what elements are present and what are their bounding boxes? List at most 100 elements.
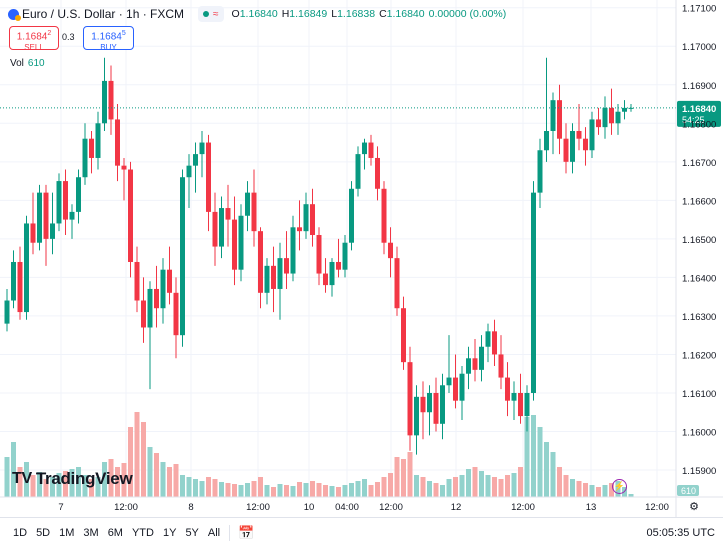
- candle-body: [570, 130, 575, 162]
- candle-body: [446, 377, 452, 386]
- candle-body: [492, 331, 497, 355]
- candle-body: [589, 119, 595, 151]
- volume-bar: [173, 464, 179, 497]
- volume-legend[interactable]: Vol 610: [10, 58, 45, 69]
- volume-bar: [43, 479, 49, 497]
- range-button-all[interactable]: All: [207, 526, 221, 539]
- candle-body: [232, 219, 237, 270]
- candle-body: [537, 150, 543, 193]
- volume-bar: [492, 477, 497, 497]
- candle-body: [414, 396, 419, 436]
- candle-body: [498, 354, 504, 378]
- volume-bar: [238, 485, 244, 497]
- sell-price: 1.1684: [16, 31, 48, 43]
- candle-body: [82, 138, 88, 178]
- volume-bar: [147, 447, 153, 497]
- range-button-1d[interactable]: 1D: [13, 526, 28, 539]
- candle-body: [141, 300, 146, 328]
- volume-bar: [50, 477, 55, 497]
- volume-bar: [407, 452, 413, 497]
- ohlc-key: C: [379, 8, 387, 20]
- volume-bar: [108, 459, 114, 497]
- volume-bar: [95, 477, 101, 497]
- volume-bar: [596, 487, 601, 497]
- volume-bar: [388, 473, 393, 497]
- candle-body: [147, 288, 153, 328]
- lightning-icon[interactable]: ⚡: [612, 479, 627, 494]
- candle-body: [89, 138, 94, 158]
- volume-bar: [511, 473, 517, 497]
- candle-body: [17, 261, 23, 313]
- price-tick-label: 1.17000: [682, 42, 716, 53]
- volume-bar: [134, 412, 140, 497]
- range-button-5y[interactable]: 5Y: [185, 526, 199, 539]
- volume-bar: [550, 452, 556, 497]
- candle-body: [56, 181, 62, 224]
- volume-bar: [485, 475, 491, 497]
- range-buttons: 1D 5D 1M 3M 6M YTD 1Y 5Y All: [0, 525, 223, 541]
- volume-bar: [245, 483, 250, 497]
- range-button-3m[interactable]: 3M: [83, 526, 99, 539]
- volume-bar: [381, 477, 387, 497]
- candle-body: [531, 192, 536, 393]
- volume-bar: [24, 462, 29, 497]
- market-status[interactable]: ≈: [198, 6, 224, 22]
- candlesticks: [4, 57, 634, 455]
- volume-tag: [677, 485, 699, 496]
- price-tick-label: 1.16200: [682, 350, 716, 361]
- volume-bar: [433, 483, 439, 497]
- volume-label: Vol: [10, 58, 24, 69]
- candle-body: [375, 157, 380, 189]
- candle-body: [563, 138, 569, 162]
- volume-bar: [82, 475, 88, 497]
- settings-icon[interactable]: ⚙: [689, 500, 699, 513]
- candle-body: [206, 142, 211, 212]
- candle-body: [388, 242, 393, 259]
- symbol-title[interactable]: Euro / U.S. Dollar · 1h · FXCM: [22, 7, 185, 21]
- currency-pair-icon: [8, 8, 21, 21]
- chart-header: Euro / U.S. Dollar · 1h · FXCM ≈ O1.1684…: [8, 5, 510, 23]
- candle-body: [11, 261, 16, 301]
- ohlc-key: O: [231, 8, 240, 20]
- volume-bar: [219, 482, 224, 497]
- volume-bar: [310, 481, 315, 497]
- sell-button[interactable]: 1.16842 SELL: [9, 26, 59, 52]
- buy-price: 1.1684: [91, 31, 122, 43]
- candle-body: [427, 392, 432, 413]
- volume-bar: [453, 477, 458, 497]
- volume-bar: [167, 467, 172, 497]
- range-button-ytd[interactable]: YTD: [131, 526, 154, 539]
- candle-body: [316, 235, 322, 274]
- candle-body: [186, 165, 192, 178]
- ohlc-value: 1.16840: [239, 8, 278, 20]
- buy-button[interactable]: 1.16845 BUY: [83, 26, 134, 52]
- candle-body: [264, 265, 270, 293]
- market-open-icon: [203, 11, 210, 17]
- range-button-6m[interactable]: 6M: [107, 526, 123, 539]
- calendar-icon[interactable]: 📅: [238, 524, 255, 540]
- candle-body: [576, 130, 582, 139]
- volume-bar: [401, 459, 406, 497]
- ohlc-key: L: [331, 8, 338, 20]
- candle-body: [50, 223, 55, 239]
- time-tick-label: 12: [451, 502, 462, 513]
- volume-bar: [193, 479, 198, 497]
- time-tick-label: 12:00: [511, 502, 535, 513]
- tradingview-logo[interactable]: TV TradingView: [12, 469, 133, 489]
- range-button-1y[interactable]: 1Y: [162, 526, 177, 539]
- range-button-1m[interactable]: 1M: [59, 526, 75, 539]
- range-button-5d[interactable]: 5D: [36, 526, 51, 539]
- volume-bar: [557, 467, 562, 497]
- ohlc-values: O1.16840 H1.16849 L1.16838 C1.16840 0.00000 …: [232, 8, 511, 20]
- candle-body: [609, 107, 614, 124]
- candle-body: [518, 392, 523, 417]
- utc-clock[interactable]: 05:05:35 UTC: [646, 526, 715, 539]
- volume-bar: [342, 485, 348, 497]
- candle-body: [440, 385, 445, 424]
- last-price-tag: [677, 100, 721, 127]
- candle-body: [362, 142, 367, 155]
- volume-bar: [160, 462, 166, 497]
- volume-bar: [323, 485, 328, 497]
